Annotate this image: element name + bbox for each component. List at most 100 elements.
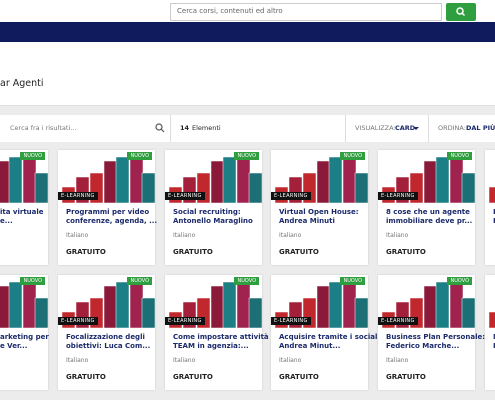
- image-block: [0, 285, 11, 328]
- image-block: [34, 172, 48, 203]
- language: Italiano: [386, 357, 409, 364]
- image-block: [461, 172, 475, 203]
- title-line: Andrea Minut...: [279, 342, 341, 350]
- page-title: ar Agenti: [0, 78, 44, 89]
- format-label: E-LEARNING: [271, 192, 311, 200]
- format-label: E-LEARNING: [58, 317, 98, 325]
- search-button[interactable]: [446, 3, 476, 21]
- image-block: [141, 172, 155, 203]
- filter-search[interactable]: Cerca fra i risultati...: [10, 124, 77, 132]
- image-block: [342, 158, 357, 203]
- card-title: Virtual Open House: Andrea Minuti: [279, 208, 359, 226]
- price: GRATUITO: [173, 373, 213, 381]
- image-block: [248, 297, 262, 328]
- separator: [345, 115, 346, 142]
- title-line: Federico Marche...: [386, 342, 460, 350]
- title-line: TEAM in agenzia:...: [173, 342, 249, 350]
- image-block: [354, 172, 368, 203]
- image-block: [328, 156, 343, 203]
- sort-label: ORDINA:: [438, 124, 466, 132]
- title-line: L: [493, 342, 495, 351]
- course-card[interactable]: NUOVO E-LEARNING Italiano GRATUITO: [378, 275, 475, 390]
- image-block: [115, 281, 130, 328]
- image-block: [210, 160, 225, 203]
- toolbar: Cerca fra i risultati... 14 Elementi VIS…: [0, 115, 495, 142]
- course-card[interactable]: NUOVO E-LEARNING Italiano GRATUITO: [271, 275, 368, 390]
- image-block: [236, 283, 251, 328]
- course-card[interactable]: NUOVO E-LEARNING Italiano GRATUITO: [58, 150, 155, 265]
- course-card[interactable]: NUOVO E-LEARNING Italiano GRATUITO: [58, 275, 155, 390]
- course-card[interactable]: NUOVO E-LEARNING Italiano GRATUITO: [165, 275, 262, 390]
- price: GRATUITO: [386, 248, 426, 256]
- card-title: arketing per e Ver...: [0, 333, 49, 351]
- title-line: Social recruiting:: [173, 208, 241, 216]
- sort-value[interactable]: DAL PIÙ R: [466, 124, 495, 132]
- card-title: Come impostare attività TEAM in agenzia:.…: [173, 333, 269, 351]
- badge: NUOVO: [234, 277, 259, 285]
- search-placeholder: Cerca corsi, contenuti ed altro: [177, 7, 283, 15]
- price: GRATUITO: [173, 248, 213, 256]
- title-line: 8 cose che un agente: [386, 208, 470, 216]
- filter-search-icon[interactable]: [155, 123, 165, 133]
- title-line: L: [493, 208, 495, 217]
- title-line: e Ver...: [0, 342, 28, 350]
- card-image: [0, 281, 48, 328]
- image-block: [22, 158, 37, 203]
- result-label: Elementi: [192, 124, 221, 132]
- course-card[interactable]: NUOVO E-LEARNING Italiano GRATUITO: [378, 150, 475, 265]
- price: GRATUITO: [279, 248, 319, 256]
- image-block: [342, 283, 357, 328]
- title-line: Antonello Maraglino: [173, 217, 253, 225]
- card-title: Focalizzazione degli obiettivi: Luca Com.…: [66, 333, 150, 351]
- language: Italiano: [173, 357, 196, 364]
- title-line: L: [493, 217, 495, 226]
- image-block: [103, 160, 118, 203]
- image-block: [248, 172, 262, 203]
- image-block: [354, 297, 368, 328]
- card-title: Acquisire tramite i social: Andrea Minut.…: [279, 333, 380, 351]
- image-block: [8, 156, 23, 203]
- card-title: 8 cose che un agente immobiliare deve pr.…: [386, 208, 472, 226]
- title-line: obiettivi: Luca Com...: [66, 342, 151, 350]
- badge: NUOVO: [234, 152, 259, 160]
- image-block: [461, 297, 475, 328]
- image-block: [236, 158, 251, 203]
- view-value[interactable]: CARD: [395, 124, 416, 132]
- course-card[interactable]: NUOVO E-LEARNING Italiano GRATUITO: [165, 150, 262, 265]
- card-image: [488, 186, 495, 203]
- image-block: [8, 281, 23, 328]
- image-block: [222, 156, 237, 203]
- title-line: e...: [0, 217, 13, 225]
- title-line: Andrea Minuti: [279, 217, 335, 225]
- separator: [428, 115, 429, 142]
- title-area: ar Agenti: [0, 42, 495, 106]
- title-line: Focalizzazione degli: [66, 333, 145, 341]
- course-card[interactable]: [485, 275, 495, 390]
- image-block: [129, 158, 144, 203]
- format-label: E-LEARNING: [165, 192, 205, 200]
- course-card[interactable]: NUOVO: [0, 150, 48, 265]
- course-card[interactable]: NUOVO E-LEARNING Italiano GRATUITO: [271, 150, 368, 265]
- badge: NUOVO: [447, 152, 472, 160]
- language: Italiano: [386, 232, 409, 239]
- separator: [170, 115, 171, 142]
- image-block: [423, 285, 438, 328]
- image-block: [22, 283, 37, 328]
- search-input[interactable]: Cerca corsi, contenuti ed altro: [170, 3, 442, 21]
- price: GRATUITO: [66, 248, 106, 256]
- course-card[interactable]: [485, 150, 495, 265]
- card-title: Social recruiting: Antonello Maraglino: [173, 208, 253, 226]
- badge: NUOVO: [447, 277, 472, 285]
- image-block: [488, 311, 495, 328]
- badge: NUOVO: [127, 152, 152, 160]
- image-block: [449, 158, 464, 203]
- image-block: [34, 297, 48, 328]
- badge: NUOVO: [340, 277, 365, 285]
- caret: [413, 127, 419, 130]
- card-image: [381, 156, 475, 203]
- format-label: E-LEARNING: [165, 317, 205, 325]
- format-label: E-LEARNING: [58, 192, 98, 200]
- image-block: [316, 285, 331, 328]
- course-card[interactable]: NUOVO: [0, 275, 48, 390]
